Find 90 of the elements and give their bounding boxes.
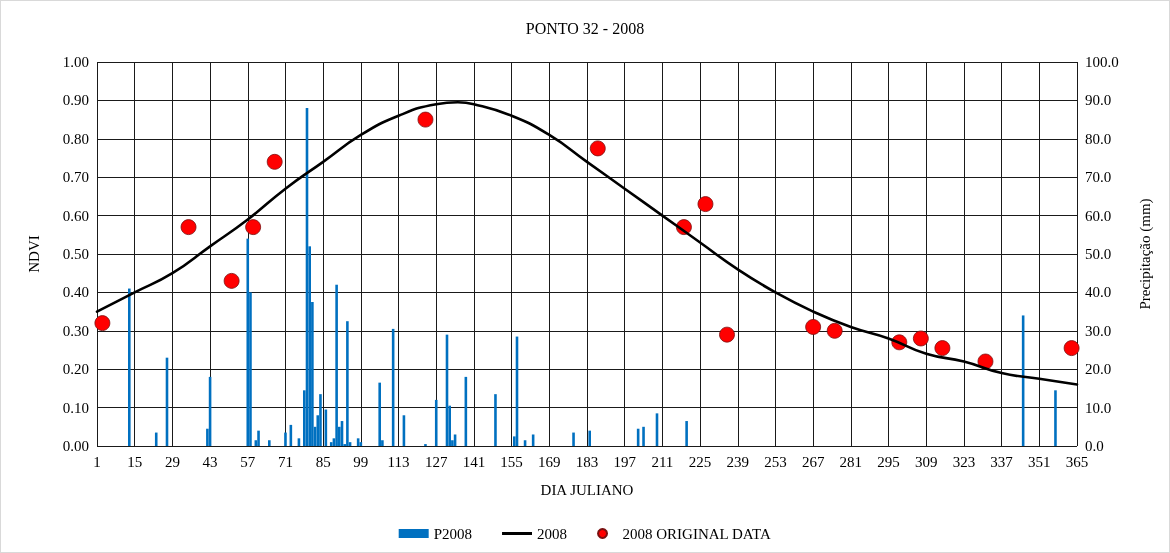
x-tick-label: 99 <box>353 453 369 470</box>
bar <box>128 288 131 446</box>
bar <box>434 399 438 446</box>
y2-tick-label: 80.0 <box>1085 130 1112 147</box>
x-tick-label: 225 <box>688 453 712 470</box>
bar <box>154 432 158 446</box>
bar <box>378 382 381 446</box>
y2-tick-label: 0.0 <box>1085 438 1104 454</box>
bar <box>572 432 575 446</box>
x-tick-label: 253 <box>764 453 787 470</box>
point <box>977 353 994 370</box>
y-tick-label: 0.30 <box>62 322 89 339</box>
point <box>180 219 197 236</box>
x-tick-label: 351 <box>1028 453 1051 470</box>
y2-tick-label: 30.0 <box>1085 322 1112 339</box>
y-tick-label: 0.40 <box>62 284 89 301</box>
point <box>94 315 111 332</box>
y2-tick-label: 90.0 <box>1085 92 1112 109</box>
point <box>805 319 822 335</box>
bar <box>642 426 645 446</box>
x-tick-label: 337 <box>990 453 1014 470</box>
y-tick-label: 0.00 <box>62 438 89 454</box>
y2-tick-label: 20.0 <box>1085 361 1112 378</box>
bar <box>257 430 260 446</box>
line-series <box>95 101 1079 386</box>
y-tick-label: 0.10 <box>62 399 89 416</box>
bar <box>494 394 497 446</box>
x-tick-label: 15 <box>127 453 143 470</box>
y2-tick-label: 100.0 <box>1085 54 1119 70</box>
bar <box>1054 390 1057 446</box>
y2-tick-label: 70.0 <box>1085 169 1112 186</box>
bar <box>685 421 688 446</box>
x-tick-label: 155 <box>500 453 523 470</box>
chart-title: PONTO 32 - 2008 <box>525 19 645 37</box>
y-tick-label: 0.80 <box>62 130 89 147</box>
point <box>266 153 283 170</box>
legend-label: P2008 <box>433 525 473 542</box>
x-tick-label: 43 <box>202 453 218 470</box>
y-tick-label: 0.50 <box>62 246 89 262</box>
x-tick-label: 197 <box>613 453 637 470</box>
x-axis-title: DIA JULIANO <box>540 481 634 498</box>
x-tick-label: 183 <box>575 453 599 470</box>
point <box>719 326 735 343</box>
x-tick-label: 365 <box>1065 453 1089 470</box>
legend-label: 2008 ORIGINAL DATA <box>622 525 771 542</box>
x-tick-label: 127 <box>424 453 448 470</box>
bar <box>246 238 250 446</box>
y-tick-label: 0.70 <box>62 169 89 186</box>
y-tick-label: 0.60 <box>62 207 89 224</box>
y2-tick-label: 40.0 <box>1085 284 1112 301</box>
y-tick-label: 0.90 <box>62 92 89 109</box>
bar <box>268 440 271 446</box>
point <box>245 219 262 236</box>
bar <box>588 430 591 446</box>
point <box>826 322 843 339</box>
x-tick-label: 71 <box>277 453 293 470</box>
x-tick-label: 141 <box>462 453 486 470</box>
bar <box>319 394 322 446</box>
bar <box>335 284 338 446</box>
y-tick-label: 1.00 <box>62 54 89 70</box>
point <box>417 111 434 128</box>
x-tick-label: 113 <box>387 453 410 470</box>
legend-label: 2008 <box>537 525 568 542</box>
point <box>223 272 240 289</box>
x-tick-label: 211 <box>651 453 674 470</box>
point <box>697 196 714 212</box>
x-tick-label: 57 <box>240 453 256 470</box>
x-tick-label: 309 <box>914 453 938 470</box>
y-axis-title: NDVI <box>25 235 42 273</box>
point <box>912 330 929 347</box>
bar <box>329 442 333 446</box>
x-tick-label: 1 <box>93 453 101 470</box>
x-tick-label: 281 <box>839 453 863 470</box>
y2-axis-title: Precipitação (mm) <box>1136 198 1154 310</box>
x-tick-label: 267 <box>801 453 825 470</box>
y2-tick-label: 50.0 <box>1085 246 1112 262</box>
y-tick-label: 0.20 <box>62 361 89 378</box>
x-tick-label: 169 <box>538 453 561 470</box>
point <box>934 340 951 356</box>
y2-tick-label: 10.0 <box>1085 399 1112 416</box>
point <box>1063 340 1080 356</box>
x-tick-label: 85 <box>315 453 331 470</box>
point <box>589 140 606 157</box>
bar <box>284 432 287 446</box>
bar <box>346 321 349 446</box>
x-tick-label: 295 <box>877 453 900 470</box>
x-tick-label: 29 <box>164 453 180 470</box>
x-tick-label: 239 <box>726 453 750 470</box>
x-tick-label: 323 <box>952 453 976 470</box>
y2-tick-label: 60.0 <box>1085 207 1112 224</box>
